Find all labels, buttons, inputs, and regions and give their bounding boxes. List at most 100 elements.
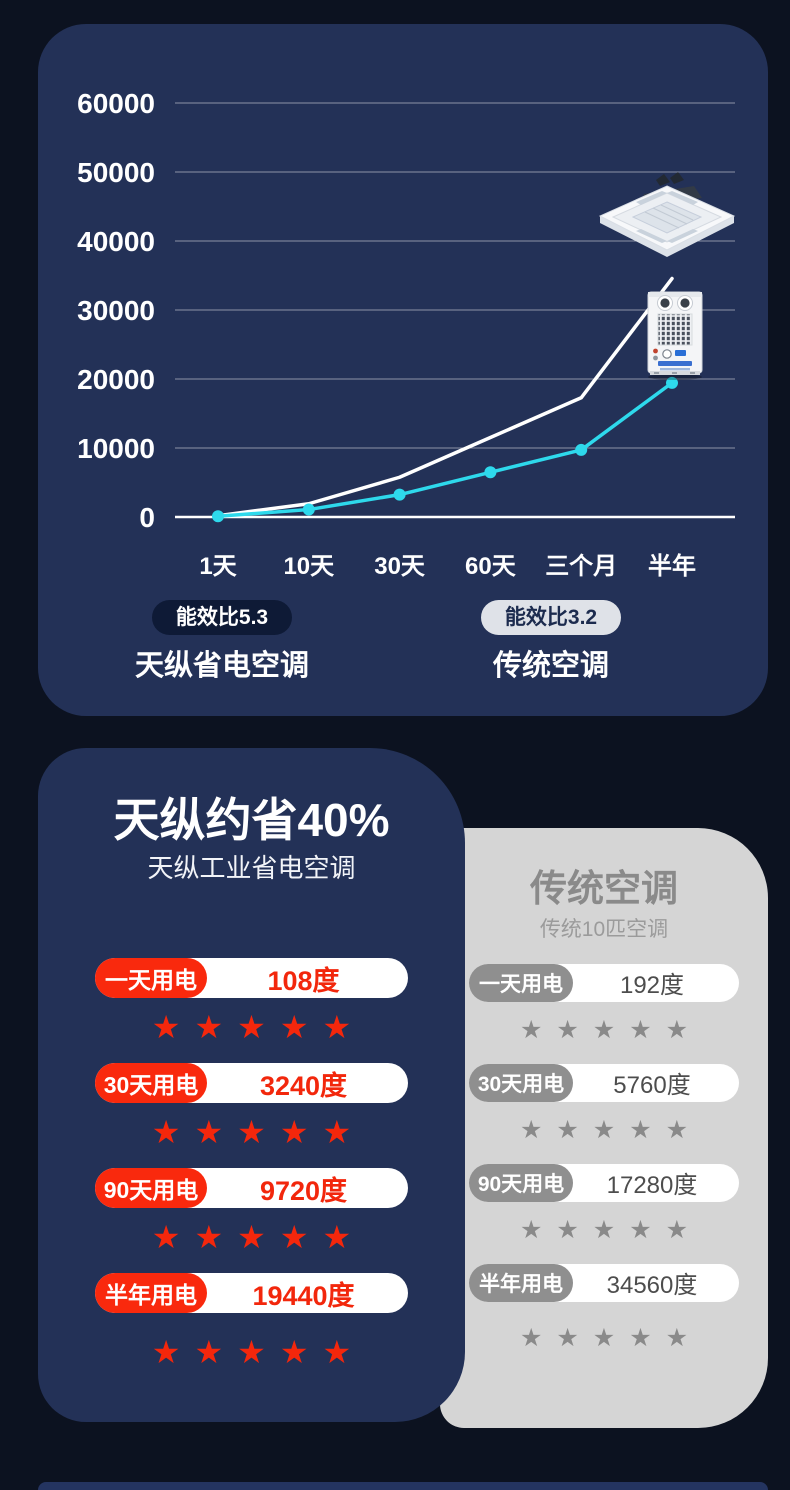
star-icon: ★	[151, 1114, 181, 1151]
usage-row: 90天用电 9720度	[95, 1168, 408, 1209]
star-icon: ★	[237, 1219, 266, 1256]
usage-value: 19440度	[252, 1280, 355, 1311]
y-axis-tick: 40000	[77, 226, 155, 257]
legend-item-tianzong: 能效比5.3 天纵省电空调	[72, 600, 372, 684]
usage-period-label: 90天用电	[469, 1163, 573, 1202]
star-icon: ★	[151, 1334, 181, 1371]
usage-value: 17280度	[606, 1172, 698, 1200]
efficiency-badge-tianzong: 能效比5.3	[151, 600, 293, 636]
usage-value: 108度	[267, 965, 340, 996]
traditional-card-subtitle: 传统10匹空调	[539, 917, 669, 941]
traditional-usage-rows: 一天用电 192度 ★ ★ ★ ★ ★ 30天用电 5760度 ★ ★ ★ ★ ★ 90天用电 17280度 ★…	[469, 963, 739, 1356]
star-icon: ★	[237, 1009, 266, 1046]
usage-row: 90天用电 17280度	[469, 1163, 739, 1202]
tianzong-usage-card: 天纵约省40% 天纵工业省电空调 一天用电 108度 ★ ★ ★ ★ ★ 30天用电 3240度…	[38, 748, 465, 1422]
usage-period-label: 一天用电	[95, 958, 207, 999]
star-icon: ★	[629, 1323, 652, 1352]
x-axis-label: 10天	[283, 553, 334, 580]
star-icon: ★	[279, 1219, 309, 1256]
x-axis-label: 半年	[648, 552, 696, 580]
tianzong-usage-rows: 一天用电 108度 ★ ★ ★ ★ ★ 30天用电 3240度 ★ ★ ★ ★ ★ 90天用电 9720度 ★ ★…	[95, 958, 408, 1376]
cabinet-ac-image	[647, 291, 703, 380]
star-icon: ★	[237, 1334, 266, 1371]
legend-label-traditional: 传统空调	[492, 650, 609, 683]
star-icon: ★	[556, 1215, 579, 1244]
usage-row: 30天用电 5760度	[469, 1063, 739, 1102]
y-axis-tick: 10000	[77, 433, 155, 464]
usage-row: 一天用电 192度	[469, 963, 739, 1002]
usage-value: 3240度	[259, 1070, 348, 1101]
star-icon: ★	[194, 1009, 224, 1046]
star-icon: ★	[519, 1115, 543, 1144]
usage-period-label: 90天用电	[95, 1168, 207, 1209]
efficiency-badge-traditional: 能效比3.2	[480, 600, 622, 636]
star-icon: ★	[322, 1334, 352, 1371]
usage-line-chart: 0 10000 20000 30000 40000 50000 60000 1天 10天 30天 6…	[77, 88, 736, 580]
star-rating: ★ ★ ★ ★ ★	[95, 1335, 408, 1376]
usage-row-block: 30天用电 5760度 ★ ★ ★ ★ ★	[469, 1063, 739, 1148]
star-rating: ★ ★ ★ ★ ★	[469, 1216, 739, 1248]
usage-row-block: 30天用电 3240度 ★ ★ ★ ★ ★	[95, 1063, 408, 1156]
star-rating: ★ ★ ★ ★ ★	[95, 1220, 408, 1261]
star-icon: ★	[279, 1114, 309, 1151]
usage-row-block: 90天用电 9720度 ★ ★ ★ ★ ★	[95, 1168, 408, 1261]
usage-value: 9720度	[259, 1175, 348, 1206]
usage-period-label: 30天用电	[95, 1063, 207, 1104]
ceiling-cassette-ac-image	[598, 172, 736, 257]
star-icon: ★	[629, 1215, 652, 1244]
series-line	[216, 381, 674, 519]
star-icon: ★	[629, 1115, 652, 1144]
legend-item-traditional: 能效比3.2 传统空调	[401, 600, 701, 684]
legend-label-tianzong: 天纵省电空调	[134, 650, 309, 683]
y-axis-tick: 50000	[77, 157, 155, 188]
y-axis-tick: 20000	[77, 364, 155, 395]
traditional-usage-card: 传统空调 传统10匹空调 一天用电 192度 ★ ★ ★ ★ ★ 30天用电 5760度 ★ ★ ★ ★…	[440, 828, 768, 1428]
tianzong-card-title: 天纵约省40%	[113, 794, 390, 846]
plot-area: 0 10000 20000 30000 40000 50000 60000 1天 10天 30天 6…	[77, 88, 735, 580]
star-rating: ★ ★ ★ ★ ★	[95, 1115, 408, 1156]
star-icon: ★	[194, 1114, 224, 1151]
x-axis-label: 1天	[199, 553, 236, 580]
usage-row-block: 一天用电 108度 ★ ★ ★ ★ ★	[95, 958, 408, 1051]
usage-value: 34560度	[606, 1272, 698, 1300]
x-axis-label: 三个月	[545, 553, 617, 580]
star-icon: ★	[556, 1115, 579, 1144]
star-icon: ★	[592, 1323, 616, 1352]
usage-row-block: 半年用电 19440度 ★ ★ ★ ★ ★	[95, 1273, 408, 1376]
electricity-usage-chart-panel: 0 10000 20000 30000 40000 50000 60000 1天 10天 30天 6…	[38, 24, 768, 716]
star-rating: ★ ★ ★ ★ ★	[469, 1016, 739, 1048]
usage-period-label: 半年用电	[469, 1263, 573, 1302]
x-axis-label: 60天	[465, 553, 516, 580]
usage-value: 5760度	[613, 1072, 691, 1100]
usage-row: 一天用电 108度	[95, 958, 408, 999]
x-axis-label: 30天	[374, 553, 425, 580]
y-axis-tick: 60000	[77, 88, 155, 119]
series-line	[216, 276, 674, 518]
y-axis-tick: 30000	[77, 295, 155, 326]
star-icon: ★	[592, 1215, 616, 1244]
usage-value: 192度	[619, 972, 685, 1000]
usage-period-label: 一天用电	[469, 963, 573, 1002]
star-icon: ★	[194, 1334, 224, 1371]
star-icon: ★	[151, 1009, 181, 1046]
star-icon: ★	[665, 1323, 689, 1352]
tianzong-card-subtitle: 天纵工业省电空调	[147, 852, 356, 883]
star-icon: ★	[592, 1015, 616, 1044]
star-icon: ★	[556, 1015, 579, 1044]
star-icon: ★	[279, 1334, 309, 1371]
usage-row: 30天用电 3240度	[95, 1063, 408, 1104]
star-rating: ★ ★ ★ ★ ★	[95, 1010, 408, 1051]
star-icon: ★	[519, 1323, 543, 1352]
traditional-card-title: 传统空调	[530, 868, 678, 909]
usage-row-block: 90天用电 17280度 ★ ★ ★ ★ ★	[469, 1163, 739, 1248]
usage-period-label: 30天用电	[469, 1063, 573, 1102]
star-icon: ★	[322, 1009, 352, 1046]
star-icon: ★	[519, 1015, 543, 1044]
star-icon: ★	[629, 1015, 652, 1044]
star-rating: ★ ★ ★ ★ ★	[469, 1324, 739, 1356]
next-section-edge	[38, 1482, 768, 1490]
star-icon: ★	[322, 1114, 352, 1151]
star-icon: ★	[665, 1215, 689, 1244]
star-rating: ★ ★ ★ ★ ★	[469, 1116, 739, 1148]
y-axis-tick: 0	[139, 502, 155, 533]
